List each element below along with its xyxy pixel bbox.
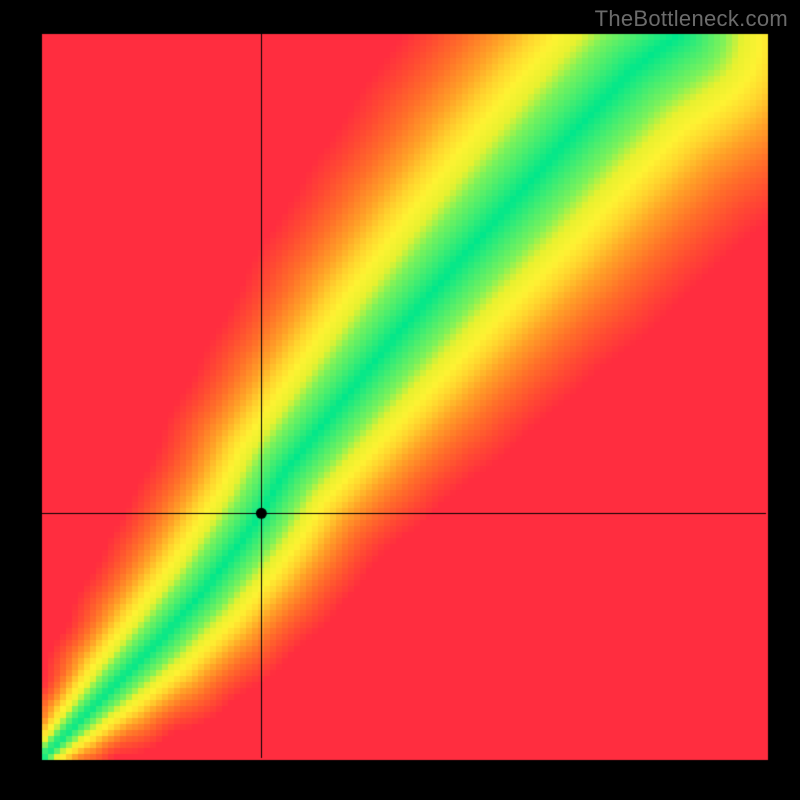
chart-container: TheBottleneck.com — [0, 0, 800, 800]
watermark-text: TheBottleneck.com — [595, 6, 788, 32]
heatmap-canvas — [0, 0, 800, 800]
